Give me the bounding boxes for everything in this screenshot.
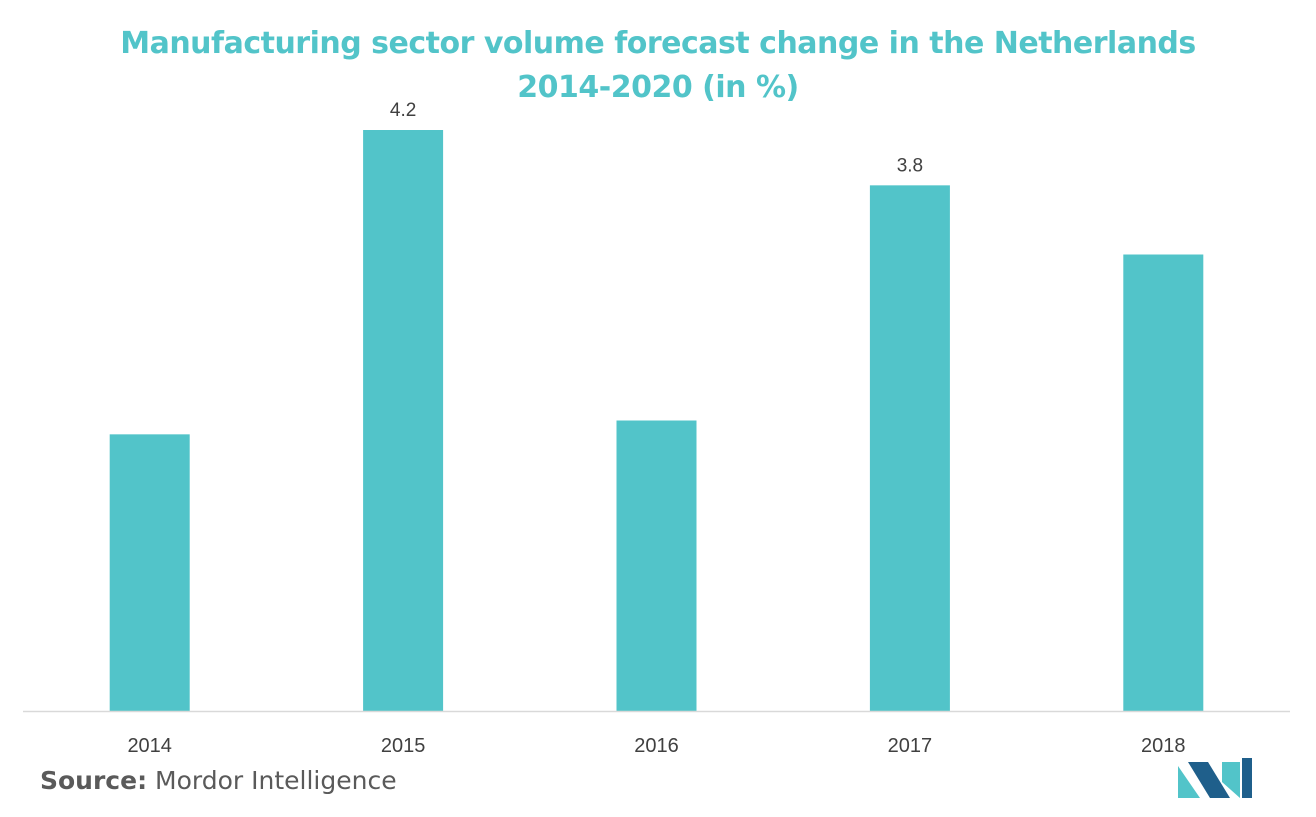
- data-labels-group: 4.2 3.8: [390, 100, 923, 176]
- x-tick-label-2016: 2016: [634, 735, 679, 757]
- x-tick-label-2015: 2015: [381, 735, 426, 757]
- data-label-2017: 3.8: [897, 155, 923, 176]
- x-tick-label-2018: 2018: [1141, 735, 1186, 757]
- bar-2015: [363, 130, 444, 711]
- x-tick-labels-group: 2014 2015 2016 2017 2018: [127, 735, 1185, 757]
- data-label-2015: 4.2: [390, 100, 416, 121]
- source-text: Mordor Intelligence: [155, 766, 397, 795]
- source-note: Source: Mordor Intelligence: [40, 764, 397, 798]
- bar-2017: [869, 185, 950, 712]
- chart-title: Manufacturing sector volume forecast cha…: [120, 26, 1196, 61]
- bars-group: [109, 130, 1204, 712]
- bar-2014: [109, 434, 190, 711]
- x-tick-label-2017: 2017: [888, 735, 933, 757]
- mordor-intelligence-logo-icon: [1178, 758, 1252, 798]
- x-tick-label-2014: 2014: [127, 735, 172, 757]
- bar-chart: 4.2 3.8 2014 2015 2016 2017 2018: [23, 100, 1290, 757]
- bar-2016: [616, 420, 697, 711]
- bar-2018: [1123, 254, 1204, 711]
- chart-subtitle: 2014-2020 (in %): [517, 70, 799, 105]
- source-label: Source:: [40, 766, 148, 795]
